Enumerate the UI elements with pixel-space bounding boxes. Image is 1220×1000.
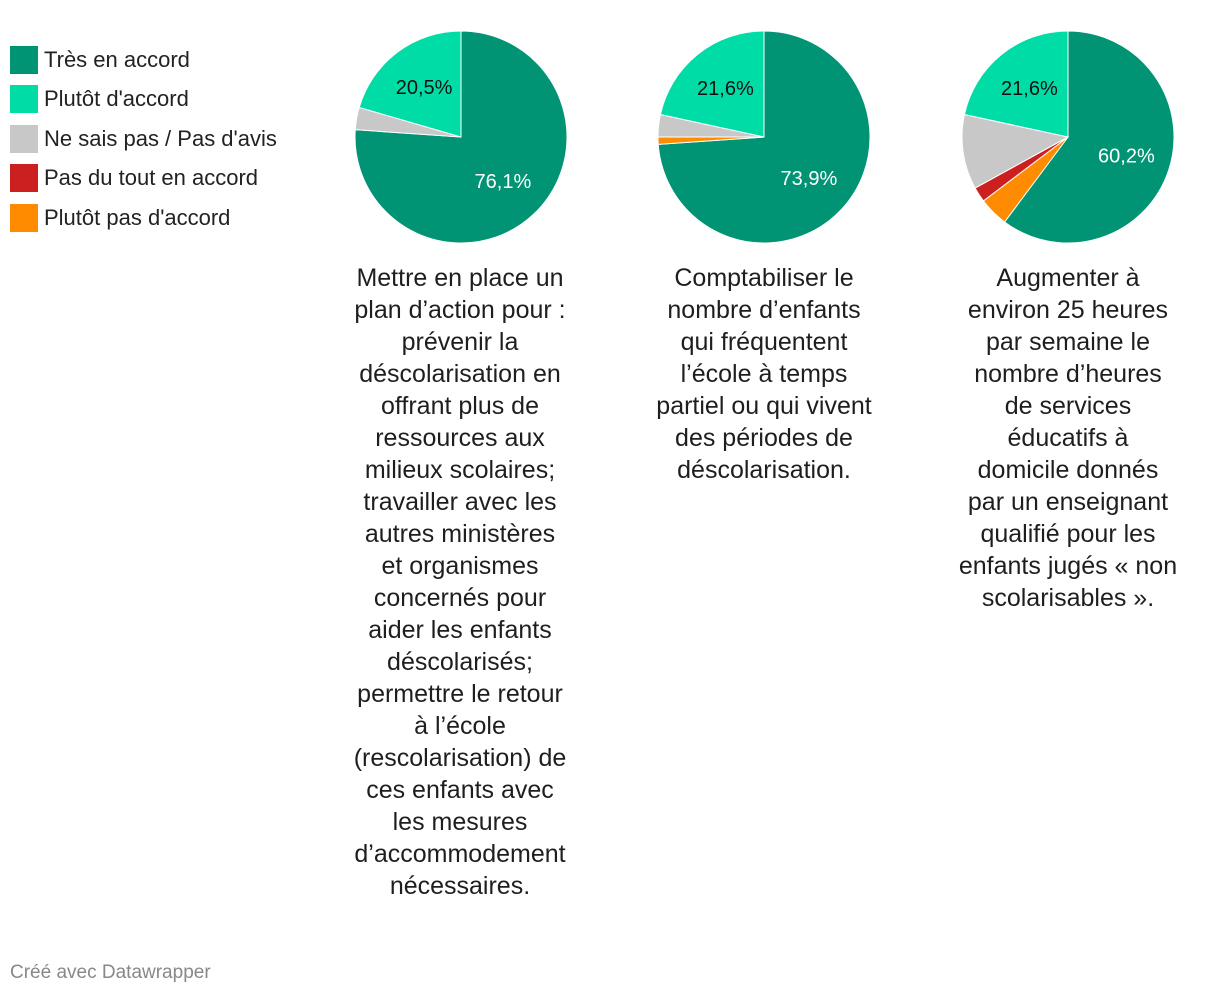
pie-caption-3: Augmenter à environ 25 heures par semain… (958, 264, 1178, 612)
pie-svg: 60,2% 21,6% (961, 30, 1175, 244)
legend-swatch (10, 124, 38, 153)
pie-slice-plutot-d-accord (358, 30, 462, 138)
pie-caption-1: Mettre en place un plan d’action pour : … (353, 264, 567, 900)
pie-data-label: 76,1% (475, 171, 532, 193)
legend-label: Plutôt d'accord (44, 86, 189, 112)
legend-item-pas-du-tout-en-accord: Pas du tout en accord (10, 159, 310, 199)
pie-svg: 76,1% 20,5% (354, 30, 568, 244)
pie-slice-tres-en-accord (1003, 30, 1175, 244)
pie-slice-plutot-d-accord (963, 30, 1069, 138)
legend-item-plutot-pas-d-accord: Plutôt pas d'accord (10, 198, 310, 238)
legend-swatch (10, 203, 38, 232)
legend-label: Plutôt pas d'accord (44, 204, 231, 230)
legend-swatch (10, 85, 38, 114)
footer-credit: Créé avec Datawrapper (10, 962, 211, 983)
pie-slice-plutot-d-accord (659, 30, 765, 138)
legend-label: Très en accord (44, 46, 190, 72)
legend-label: Pas du tout en accord (44, 165, 259, 191)
pie-chart-2: 73,9% 21,6% (657, 30, 871, 244)
pie-data-label: 21,6% (697, 78, 754, 100)
pie-slice-tres-en-accord (354, 30, 568, 244)
pie-data-label: 73,9% (781, 168, 838, 190)
legend-item-plutot-d-accord: Plutôt d'accord (10, 80, 310, 120)
pie-caption-2: Comptabiliser le nombre d’enfants qui fr… (656, 264, 872, 484)
legend-label: Ne sais pas / Pas d'avis (44, 125, 277, 151)
pie-data-label: 21,6% (1001, 78, 1058, 100)
legend-swatch (10, 164, 38, 193)
legend-item-tres-en-accord: Très en accord (10, 40, 310, 80)
pie-chart-1: 76,1% 20,5% (354, 30, 568, 244)
pie-svg: 73,9% 21,6% (657, 30, 871, 244)
pie-chart-3: 60,2% 21,6% (961, 30, 1175, 244)
pie-data-label: 20,5% (396, 77, 453, 99)
legend-item-ne-sais-pas: Ne sais pas / Pas d'avis (10, 119, 310, 159)
legend-swatch (10, 45, 38, 74)
pie-data-label: 60,2% (1098, 145, 1155, 167)
legend: Très en accord Plutôt d'accord Ne sais p… (10, 40, 310, 238)
pie-slice-ne-sais-pas-pas-d-avis (961, 113, 1070, 189)
